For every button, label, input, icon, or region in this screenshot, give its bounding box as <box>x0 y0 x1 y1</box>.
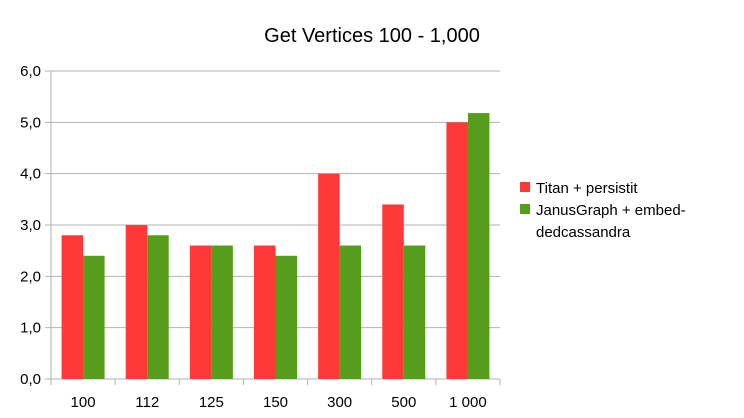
bar <box>382 204 404 379</box>
y-axis-ticks: 0,0 1,0 2,0 3,0 4,0 5,0 6,0 <box>20 63 41 388</box>
bar <box>189 245 212 379</box>
x-tick-label: 300 <box>327 394 352 411</box>
x-tick-label: 100 <box>71 394 96 411</box>
y-tick-label: 1,0 <box>20 320 41 337</box>
bar <box>61 235 84 379</box>
x-tick-label: 125 <box>199 394 224 411</box>
legend: Titan + persistit JanusGraph + embed-dedc… <box>520 180 686 241</box>
bar <box>467 113 490 380</box>
legend-swatch <box>520 204 530 214</box>
legend-label: JanusGraph + embed- <box>536 202 686 219</box>
bar <box>318 173 340 379</box>
bar <box>83 255 105 379</box>
bar <box>125 225 148 379</box>
y-tick-label: 6,0 <box>20 63 41 80</box>
x-tick-label: 112 <box>135 394 159 411</box>
y-tick-label: 5,0 <box>20 114 41 131</box>
legend-swatch <box>520 182 530 192</box>
gridlines <box>45 70 501 385</box>
bar <box>275 255 297 379</box>
y-tick-label: 4,0 <box>20 166 41 183</box>
x-axis-ticks: 100 112 125 150 300 500 1 000 <box>71 394 487 411</box>
x-tick-label: 1 000 <box>449 394 487 411</box>
y-tick-label: 0,0 <box>20 371 41 388</box>
x-tick-label: 500 <box>391 394 416 411</box>
bar <box>254 245 276 379</box>
bars <box>61 113 490 380</box>
chart-title: Get Vertices 100 - 1,000 <box>264 25 480 47</box>
y-tick-label: 2,0 <box>20 268 41 285</box>
x-tick-label: 150 <box>263 394 288 411</box>
y-tick-label: 3,0 <box>20 217 41 234</box>
legend-label: Titan + persistit <box>536 180 638 197</box>
bar <box>147 235 169 379</box>
bar <box>403 245 426 379</box>
legend-label: dedcassandra <box>536 224 631 241</box>
bar <box>211 245 233 379</box>
bar <box>339 245 362 379</box>
bar <box>446 122 468 379</box>
